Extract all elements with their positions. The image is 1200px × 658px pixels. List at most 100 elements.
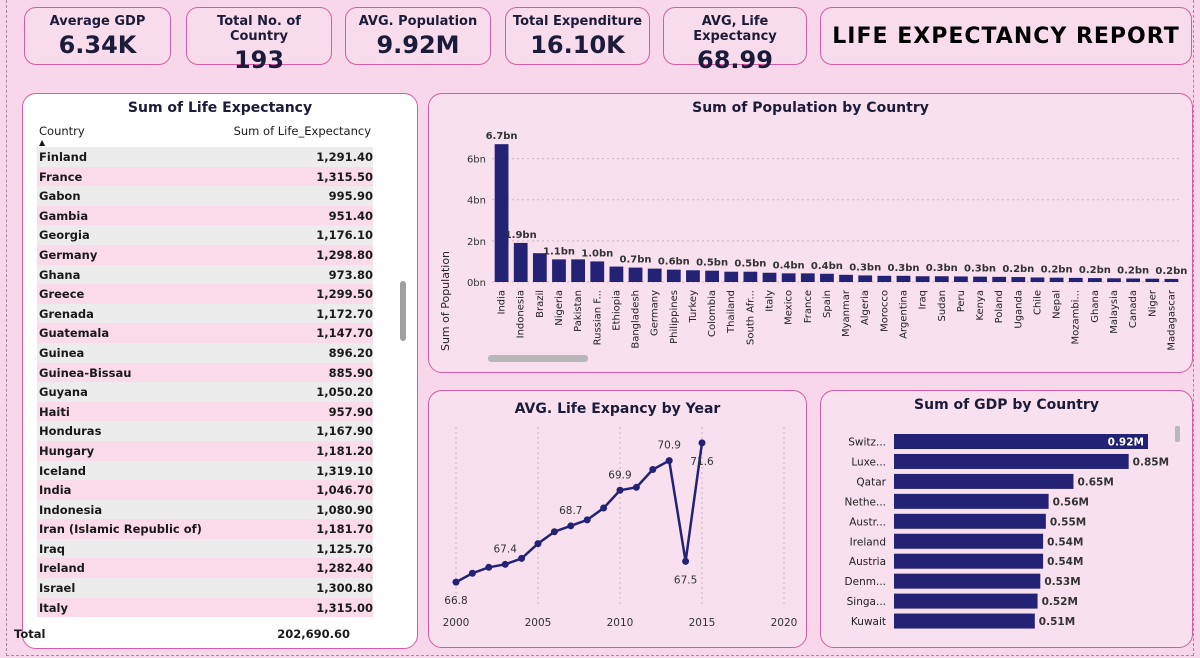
table-row[interactable]: France 1,315.50: [37, 166, 373, 187]
bar: [839, 274, 853, 282]
table-row[interactable]: Honduras 1,167.90: [37, 421, 373, 441]
row-life-expectancy: 951.40: [328, 208, 373, 223]
bar: [628, 267, 643, 282]
kpi-label: AVG. Population: [358, 14, 478, 29]
bar: [877, 275, 892, 282]
data-label: 0.7bn: [620, 255, 652, 266]
y-category-label: Nethe...: [844, 496, 886, 508]
kpi-total-expenditure[interactable]: Total Expenditure 16.10K: [505, 7, 650, 65]
table-row[interactable]: Greece 1,299.50: [37, 284, 373, 304]
total-value: 202,690.60: [277, 627, 350, 641]
table-row[interactable]: Gabon 995.90: [37, 186, 373, 206]
row-country: Honduras: [39, 424, 102, 439]
bar: [762, 272, 777, 282]
table-row[interactable]: Ghana 973.80: [37, 264, 373, 285]
dashboard-frame: [6, 0, 1194, 656]
x-tick-label: Turkey: [688, 290, 699, 324]
row-country: Iceland: [39, 463, 87, 478]
data-label: 0.2bn: [1002, 264, 1034, 275]
life-expectancy-line-panel[interactable]: AVG. Life Expancy by Year 2000 2005 2010 20…: [428, 390, 807, 648]
population-chart-title: Sum of Population by Country: [692, 100, 929, 116]
table-row[interactable]: Hungary 1,181.20: [37, 440, 373, 461]
total-label: Total: [14, 627, 46, 641]
table-row[interactable]: Italy 1,315.00: [37, 597, 373, 618]
bar: [743, 271, 758, 282]
life-expectancy-table[interactable]: Sum of Life Expectancy Country Sum of Li…: [22, 93, 418, 649]
table-scrollbar[interactable]: [400, 281, 406, 341]
x-tick-label: Spain: [822, 290, 833, 318]
y-category-label: Luxe...: [851, 456, 886, 468]
row-country: Iran (Islamic Republic of): [39, 522, 202, 537]
bar: [894, 493, 1049, 509]
bar: [894, 573, 1041, 589]
bar: [894, 553, 1044, 569]
column-header-value[interactable]: Sum of Life_Expectancy: [233, 124, 371, 138]
table-row[interactable]: Indonesia 1,080.90: [37, 499, 373, 520]
gdp-scrollbar[interactable]: [1175, 426, 1180, 442]
row-life-expectancy: 995.90: [328, 189, 373, 204]
row-country: Finland: [39, 150, 88, 164]
data-label: 0.6bn: [658, 257, 690, 268]
data-label: 0.65M: [1077, 476, 1113, 488]
data-point: [632, 483, 640, 491]
gdp-chart-panel[interactable]: Sum of GDP by Country Switz... 0.92M Luxe.…: [820, 390, 1193, 648]
table-row[interactable]: Grenada 1,172.70: [37, 303, 373, 324]
row-life-expectancy: 973.80: [328, 267, 373, 282]
kpi-value: 16.10K: [530, 31, 625, 59]
table-row[interactable]: Guyana 1,050.20: [37, 382, 373, 402]
kpi-value: 68.99: [697, 46, 773, 74]
data-label: 67.4: [494, 543, 518, 555]
table-row[interactable]: Guinea 896.20: [37, 342, 373, 363]
horizontal-scrollbar[interactable]: [488, 355, 588, 362]
table-row[interactable]: Ireland 1,282.40: [37, 558, 373, 579]
table-row[interactable]: Guatemala 1,147.70: [37, 323, 373, 343]
kpi-average-gdp[interactable]: Average GDP 6.34K: [24, 7, 171, 65]
table-row[interactable]: Iraq 1,125.70: [37, 538, 373, 559]
x-tick-label: Germany: [650, 290, 661, 336]
x-tick-label: Mexico: [784, 290, 795, 325]
kpi-avg-population[interactable]: AVG. Population 9.92M: [345, 7, 491, 65]
row-country: Greece: [39, 287, 85, 302]
bar: [894, 593, 1038, 609]
table-row[interactable]: Haiti 957.90: [37, 401, 373, 422]
table-row[interactable]: Germany 1,298.80: [37, 244, 373, 265]
series-line: [455, 442, 704, 584]
bar: [781, 273, 796, 282]
row-life-expectancy: 1,050.20: [316, 385, 373, 400]
kpi-total-countries[interactable]: Total No. of Country 193: [186, 7, 332, 74]
population-chart-panel[interactable]: Sum of Population by Country Sum of Popu…: [428, 93, 1193, 373]
bar: [894, 613, 1035, 629]
data-label: 69.9: [608, 469, 631, 481]
table-row[interactable]: Iceland 1,319.10: [37, 460, 373, 481]
data-label: 1.0bn: [581, 248, 613, 259]
table-row[interactable]: India 1,046.70: [37, 480, 373, 500]
row-life-expectancy: 1,167.90: [316, 424, 373, 439]
data-label: 0.5bn: [734, 259, 766, 270]
kpi-value: 193: [233, 46, 285, 74]
sort-ascending-icon[interactable]: ▲: [39, 138, 46, 147]
y-category-label: Qatar: [856, 476, 886, 488]
table-row[interactable]: Guinea-Bissau 885.90: [37, 362, 373, 383]
kpi-label: AVG, Life Expectancy: [693, 14, 777, 44]
kpi-avg-life-expectancy[interactable]: AVG, Life Expectancy 68.99: [663, 7, 807, 74]
row-country: Italy: [39, 600, 68, 615]
row-country: Haiti: [39, 404, 70, 419]
table-header: Country Sum of Life_Expectancy: [37, 124, 371, 140]
data-label: 0.2bn: [1155, 266, 1187, 277]
data-label: 0.51M: [1039, 616, 1075, 628]
x-tick-label: Algeria: [860, 290, 871, 325]
data-point: [485, 563, 493, 571]
bar: [494, 144, 509, 282]
table-row[interactable]: Gambia 951.40: [37, 205, 373, 226]
row-country: Gambia: [39, 208, 89, 223]
data-label: 71.6: [690, 456, 714, 468]
data-label: 66.8: [444, 595, 467, 607]
x-tick-label: Nepal: [1052, 290, 1063, 319]
data-point: [452, 578, 460, 586]
table-row[interactable]: Finland 1,291.40: [37, 147, 373, 167]
table-row[interactable]: Iran (Islamic Republic of) 1,181.70: [37, 519, 373, 539]
row-country: Germany: [39, 247, 98, 262]
column-header-country[interactable]: Country: [39, 124, 85, 138]
table-row[interactable]: Georgia 1,176.10: [37, 225, 373, 245]
table-row[interactable]: Israel 1,300.80: [37, 578, 373, 598]
